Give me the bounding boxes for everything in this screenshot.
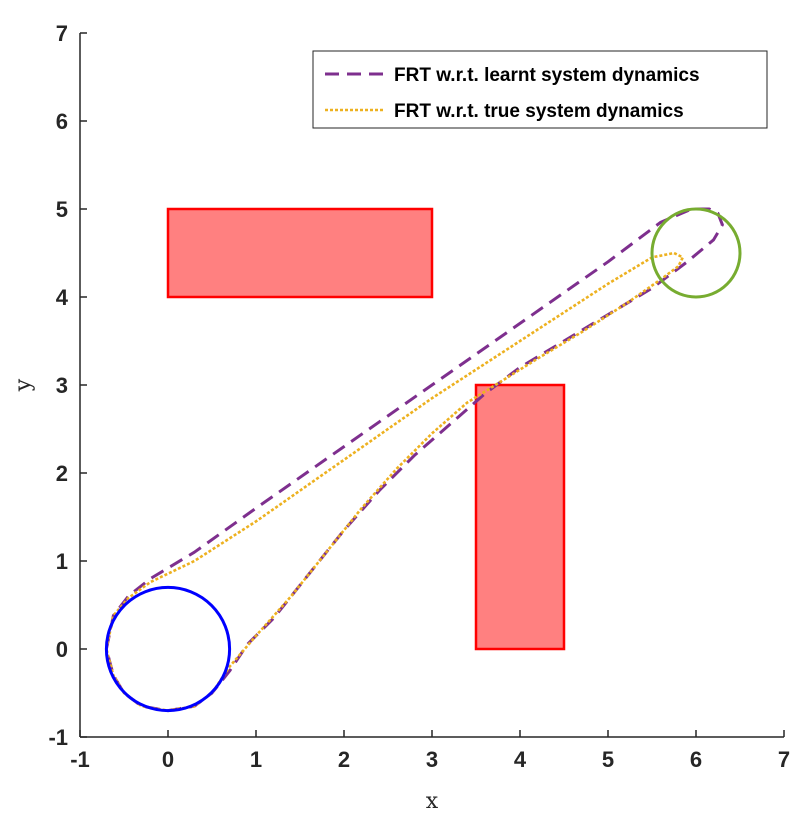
x-tick-labels: -1 0 1 2 3 4 5 6 7	[70, 747, 790, 772]
y-tick-label: 1	[56, 549, 68, 574]
x-tick-label: 4	[514, 747, 527, 772]
legend-label-true: FRT w.r.t. true system dynamics	[394, 101, 684, 122]
y-tick-label: 6	[56, 109, 68, 134]
y-tick-label: 7	[56, 21, 68, 46]
legend-box	[312, 50, 768, 129]
x-tick-label: 5	[602, 747, 614, 772]
x-axis-label: x	[426, 789, 439, 814]
x-tick-label: 1	[250, 747, 262, 772]
legend: FRT w.r.t. learnt system dynamics FRT w.…	[312, 50, 768, 129]
y-tick-label: 3	[56, 373, 68, 398]
goal-circle	[650, 207, 742, 299]
start-circle	[104, 585, 232, 713]
y-tick-label: 0	[56, 637, 68, 662]
x-tick-label: 3	[426, 747, 438, 772]
legend-label-learnt: FRT w.r.t. learnt system dynamics	[394, 65, 700, 86]
obstacle-rect-0	[166, 207, 434, 299]
x-tick-label: 0	[162, 747, 174, 772]
x-tick-label: 7	[778, 747, 790, 772]
y-tick-label: -1	[48, 725, 68, 750]
x-tick-label: 6	[690, 747, 702, 772]
obstacles	[166, 207, 566, 651]
x-tick-label: -1	[70, 747, 90, 772]
y-axis-label: y	[11, 378, 36, 392]
y-tick-labels: -1 0 1 2 3 4 5 6 7	[48, 21, 68, 750]
y-tick-label: 5	[56, 197, 68, 222]
x-tick-label: 2	[338, 747, 350, 772]
y-tick-label: 4	[56, 285, 69, 310]
obstacle-rect-1	[474, 383, 566, 651]
series-true-dynamics	[105, 251, 685, 712]
y-tick-label: 2	[56, 461, 68, 486]
axes	[79, 32, 785, 738]
circles	[104, 207, 742, 713]
